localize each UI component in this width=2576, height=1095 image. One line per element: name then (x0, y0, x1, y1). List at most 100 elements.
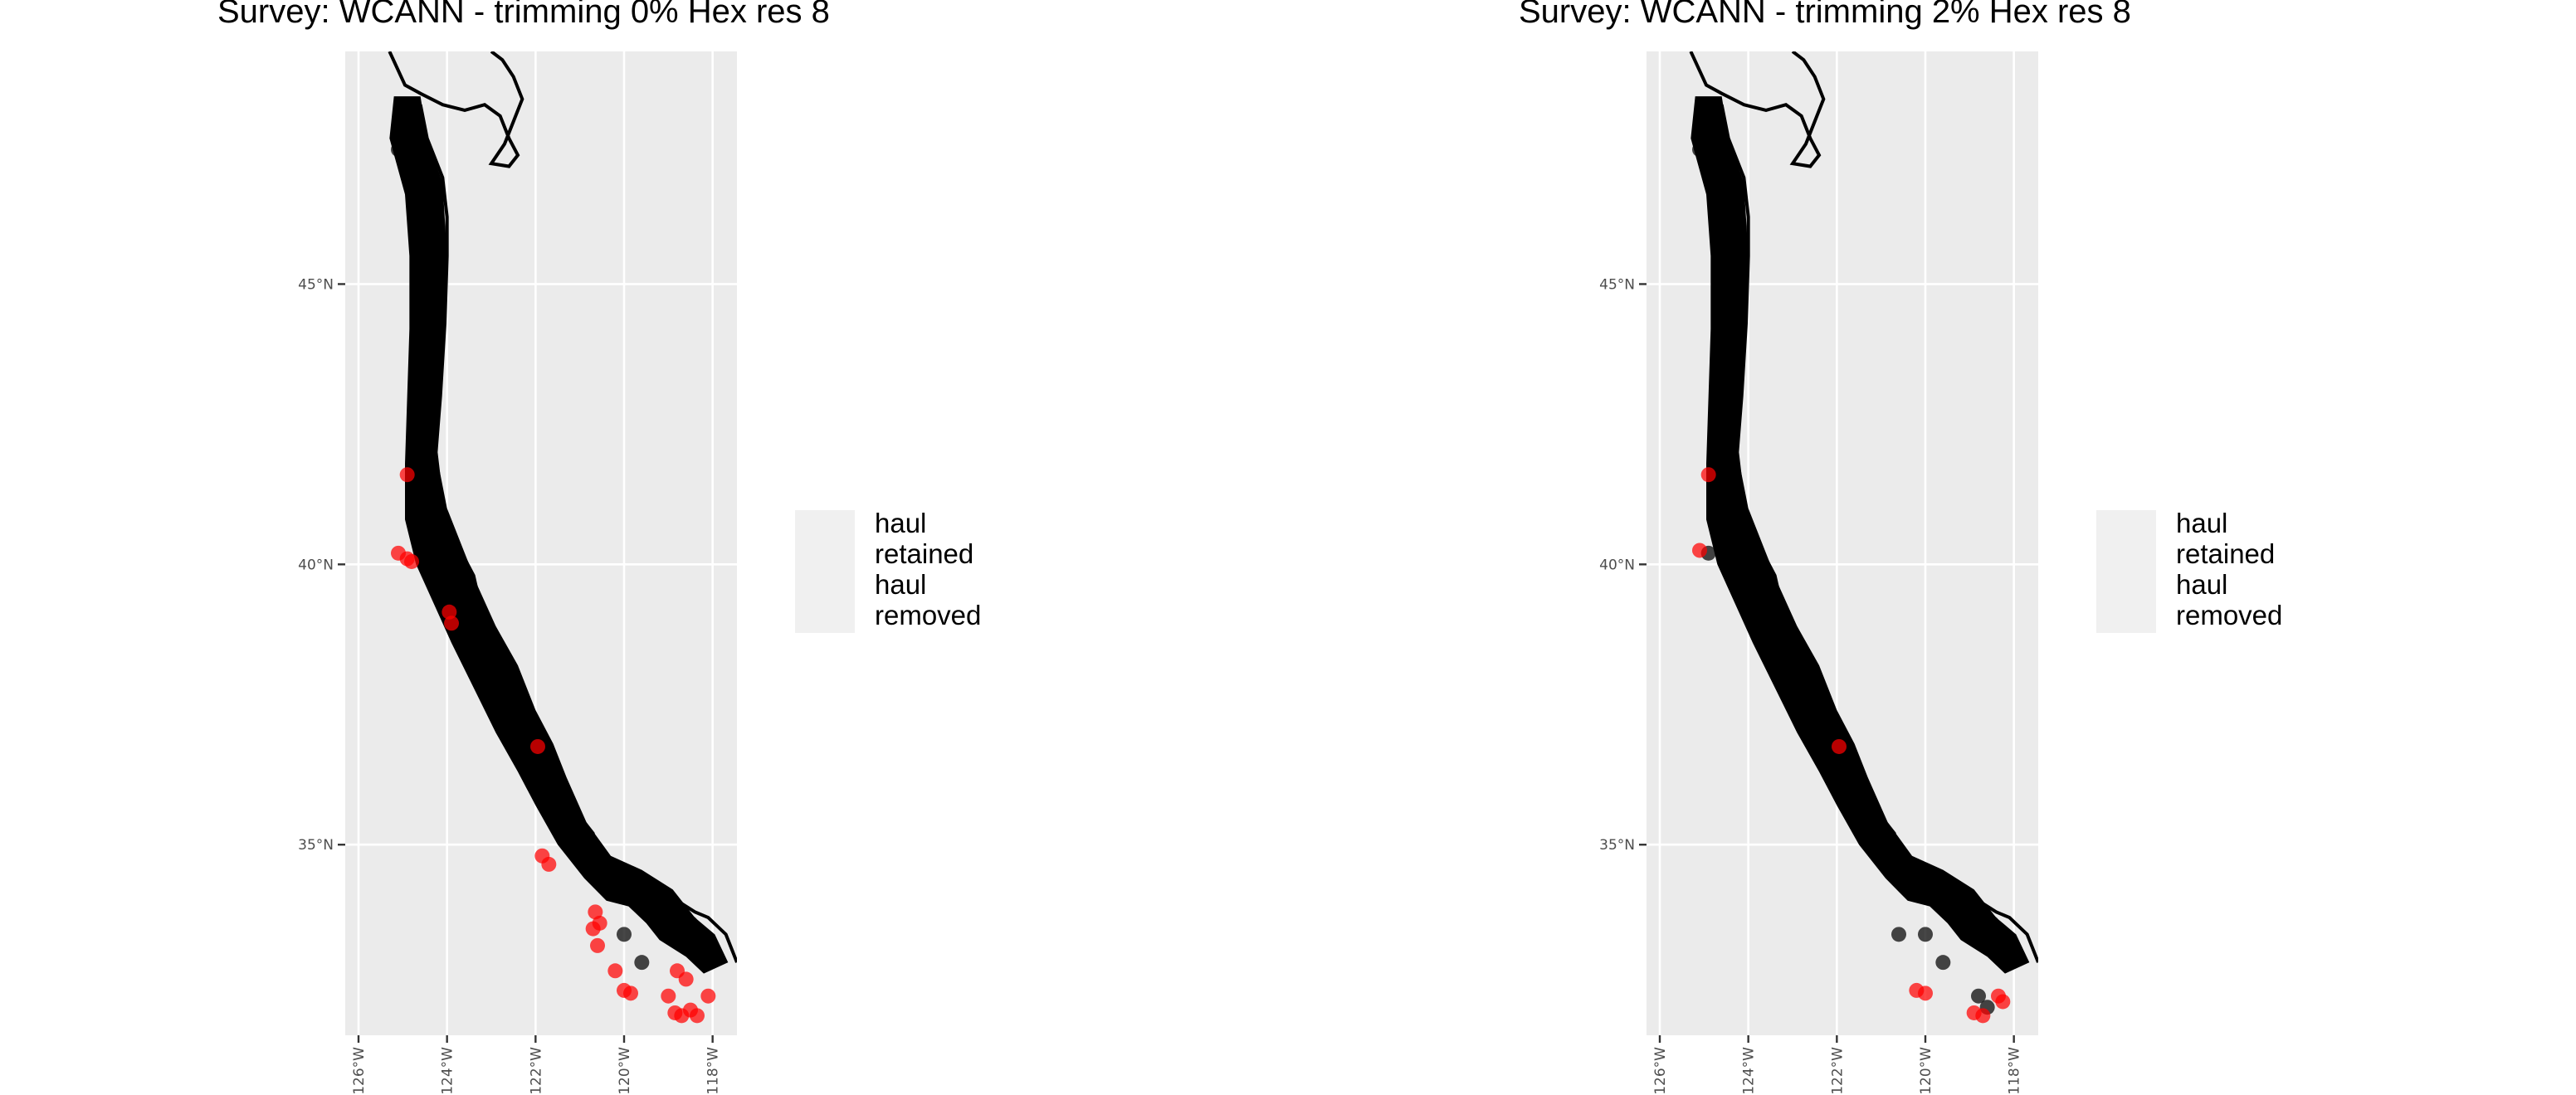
point-haul-retained (634, 955, 650, 971)
point-haul-retained (1812, 713, 1827, 729)
y-tick-label: 35°N (1599, 837, 1635, 854)
x-tick-label: 122°W (528, 1047, 544, 1095)
y-tick-label: 35°N (298, 837, 334, 854)
legend-label-removed: haul removed (875, 569, 982, 630)
x-tick-label: 118°W (705, 1047, 722, 1095)
point-haul-retained (1998, 943, 2013, 959)
point-haul-retained (1727, 170, 1743, 186)
y-tick-label: 45°N (298, 276, 334, 293)
point-haul-removed (1832, 738, 1847, 754)
point-haul-removed (590, 937, 605, 953)
point-haul-removed (690, 1008, 705, 1024)
point-haul-removed (541, 856, 557, 872)
point-haul-retained (598, 868, 614, 883)
point-haul-removed (444, 616, 459, 631)
point-haul-retained (578, 842, 594, 858)
point-haul-removed (678, 971, 694, 987)
y-tick-label: 40°N (298, 557, 334, 573)
x-tick-label: 120°W (617, 1047, 633, 1095)
point-haul-removed (700, 988, 716, 1004)
point-haul-retained (1918, 927, 1933, 942)
point-haul-removed (1692, 543, 1707, 558)
legend-key-box (2096, 510, 2156, 633)
x-tick-label: 118°W (2007, 1047, 2023, 1095)
y-tick-label: 40°N (1599, 557, 1635, 573)
point-haul-retained (1858, 815, 1873, 830)
point-haul-retained (391, 142, 406, 158)
y-tick-label: 45°N (1599, 276, 1635, 293)
point-haul-retained (1880, 842, 1895, 858)
point-haul-removed (442, 604, 457, 620)
chart-title: Survey: WCANN - trimming 2% Hex res 8 (1519, 0, 2131, 30)
point-haul-removed (607, 963, 623, 979)
point-haul-retained (1776, 630, 1792, 645)
point-haul-retained (475, 630, 490, 645)
point-haul-retained (1740, 551, 1756, 567)
plot-area: 35°N 40°N 45°N 126°W 124°W 122°W 120°W 118°W (1599, 51, 2134, 1095)
point-haul-retained (439, 551, 455, 567)
legend-label-retained: haul retained (875, 508, 974, 569)
point-haul-retained (1900, 868, 1915, 883)
x-tick-label: 126°W (1652, 1047, 1669, 1095)
point-haul-removed (1918, 986, 1933, 1001)
point-haul-retained (1725, 377, 1740, 393)
point-haul-removed (399, 467, 415, 483)
point-haul-retained (1743, 607, 1759, 623)
point-haul-retained (630, 878, 645, 894)
point-haul-retained (1727, 500, 1743, 516)
point-haul-retained (1730, 304, 1745, 320)
point-haul-removed (667, 1005, 683, 1020)
survey-footprint (389, 96, 729, 974)
point-haul-retained (419, 439, 435, 455)
point-haul-retained (661, 896, 676, 912)
point-haul-retained (617, 927, 632, 942)
coastline (1689, 51, 1826, 168)
survey-footprint (1690, 96, 2030, 974)
x-tick-label: 124°W (440, 1047, 456, 1095)
chart-panel-trim-2: Survey: WCANN - trimming 2% Hex res 8 35… (1301, 0, 2576, 1095)
point-haul-removed (588, 904, 603, 920)
point-haul-removed (623, 986, 638, 1001)
coastline (418, 104, 737, 963)
point-haul-retained (1692, 142, 1707, 158)
plot-area: 35°N 40°N 45°N 126°W 124°W 122°W 120°W 118°W (298, 51, 832, 1095)
legend-label-removed: haul removed (2176, 569, 2283, 630)
point-haul-retained (1720, 439, 1736, 455)
point-haul-retained (422, 237, 437, 253)
point-haul-retained (424, 377, 439, 393)
x-tick-label: 126°W (351, 1047, 368, 1095)
x-tick-label: 124°W (1741, 1047, 1758, 1095)
panel-background (1647, 51, 2038, 1035)
point-haul-removed (592, 915, 607, 931)
point-haul-retained (1971, 988, 1986, 1004)
point-haul-retained (1798, 674, 1813, 690)
point-haul-retained (1935, 955, 1951, 971)
coastline (1720, 104, 2038, 963)
point-haul-retained (497, 674, 512, 690)
legend-key-box (795, 510, 855, 633)
point-haul-retained (696, 943, 711, 959)
point-haul-removed (1995, 994, 2011, 1010)
chart-title: Survey: WCANN - trimming 0% Hex res 8 (217, 0, 830, 30)
point-haul-retained (426, 500, 442, 516)
legend-label-retained: haul retained (2176, 508, 2276, 569)
point-haul-retained (457, 596, 472, 611)
point-haul-retained (1931, 878, 1946, 894)
coastline (388, 51, 524, 168)
point-haul-retained (1984, 915, 1999, 931)
point-haul-removed (661, 988, 676, 1004)
point-haul-retained (1759, 596, 1773, 611)
point-haul-retained (683, 915, 698, 931)
x-tick-label: 122°W (1829, 1047, 1846, 1095)
point-haul-retained (1962, 896, 1978, 912)
point-haul-removed (530, 738, 545, 754)
point-haul-retained (1891, 927, 1906, 942)
x-tick-label: 120°W (1918, 1047, 1934, 1095)
panel-background (345, 51, 737, 1035)
point-haul-removed (1700, 467, 1716, 483)
point-haul-retained (426, 170, 442, 186)
point-haul-retained (1723, 237, 1739, 253)
point-haul-retained (537, 781, 552, 796)
point-haul-retained (1838, 781, 1853, 796)
point-haul-retained (510, 713, 525, 729)
